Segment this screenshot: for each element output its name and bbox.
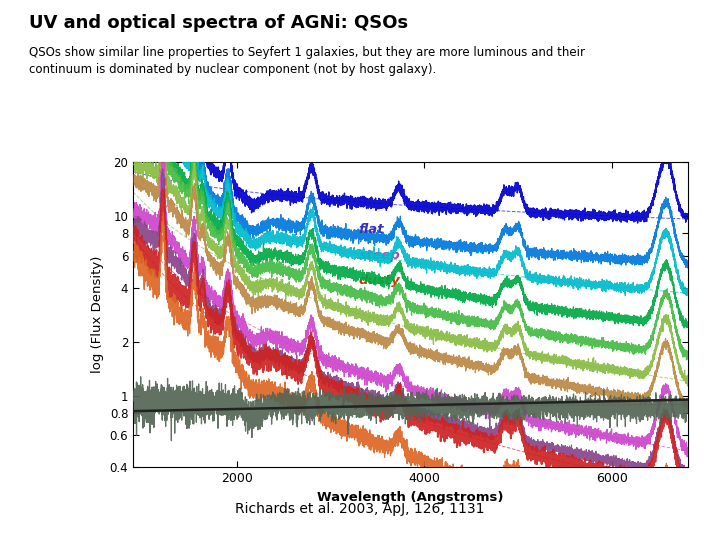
Text: flat: flat <box>359 224 384 237</box>
Y-axis label: log (Flux Density): log (Flux Density) <box>91 256 104 373</box>
Text: QSOs show similar line properties to Seyfert 1 galaxies, but they are more lumin: QSOs show similar line properties to Sey… <box>29 46 585 76</box>
Text: Richards et al. 2003, ApJ, 126, 1131: Richards et al. 2003, ApJ, 126, 1131 <box>235 502 485 516</box>
Text: dusty: dusty <box>359 274 400 287</box>
Text: UV and optical spectra of AGNi: QSOs: UV and optical spectra of AGNi: QSOs <box>29 14 408 31</box>
Text: steep: steep <box>359 248 400 261</box>
X-axis label: Wavelength (Angstroms): Wavelength (Angstroms) <box>317 490 504 503</box>
